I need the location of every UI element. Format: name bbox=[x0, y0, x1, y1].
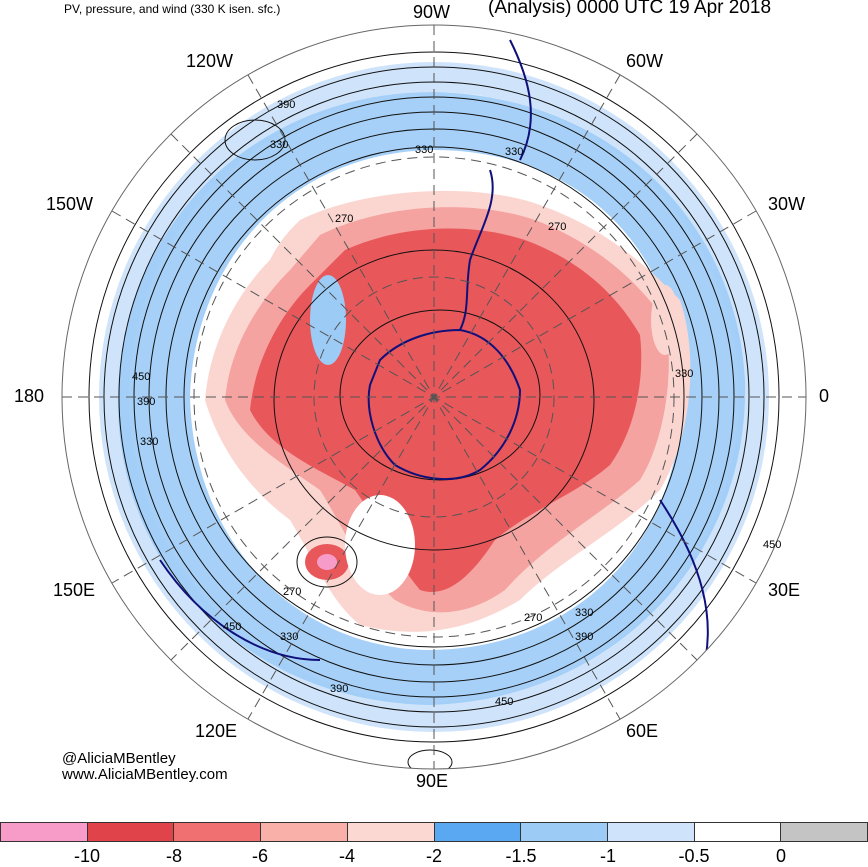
colorbar-swatch bbox=[780, 822, 868, 842]
contour-label: 450 bbox=[132, 371, 150, 383]
graticule bbox=[62, 25, 806, 769]
contour-label: 330 bbox=[270, 139, 288, 151]
colorbar-tick: -6 bbox=[251, 846, 269, 866]
lon-label-30w: 30W bbox=[768, 194, 806, 214]
contour-label: 330 bbox=[575, 607, 593, 619]
contour-label: 330 bbox=[505, 146, 523, 158]
credit-website: www.AliciaMBentley.com bbox=[62, 766, 228, 783]
contour-label: 270 bbox=[548, 221, 566, 233]
contour-label: 390 bbox=[575, 631, 593, 643]
lon-label-150e: 150E bbox=[53, 580, 96, 600]
lon-label-90e: 90E bbox=[416, 771, 449, 791]
colorbar-swatch bbox=[606, 822, 694, 842]
colorbar-tick: 0 bbox=[775, 846, 787, 866]
lon-label-0: 0 bbox=[819, 386, 830, 406]
contour-label: 270 bbox=[283, 586, 301, 598]
contour-label: 390 bbox=[330, 683, 348, 695]
colorbar-swatch bbox=[86, 822, 174, 842]
colorbar-swatch bbox=[260, 822, 347, 842]
antarctica-coastline bbox=[159, 39, 709, 681]
colorbar-tick: -1.5 bbox=[505, 846, 537, 866]
colorbar-swatch bbox=[693, 822, 781, 842]
pv-max-pink bbox=[317, 554, 337, 570]
colorbar-tick: -1 bbox=[599, 846, 617, 866]
contour-label: 450 bbox=[495, 696, 513, 708]
blue-patch-west bbox=[310, 275, 346, 365]
colorbar-tick: -8 bbox=[165, 846, 183, 866]
colorbar-swatch bbox=[520, 822, 607, 842]
contour-label: 450 bbox=[763, 539, 781, 551]
credit-handle: @AliciaMBentley bbox=[62, 750, 176, 767]
contour-label: 330 bbox=[675, 368, 693, 380]
colorbar bbox=[0, 822, 868, 844]
lon-label-60w: 60W bbox=[626, 51, 664, 71]
lon-label-120w: 120W bbox=[186, 51, 234, 71]
chart-title: PV, pressure, and wind (330 K isen. sfc.… bbox=[64, 2, 281, 16]
contour-label: 270 bbox=[524, 612, 542, 624]
map-border bbox=[61, 24, 807, 770]
negative-pv-region-core bbox=[250, 228, 642, 592]
lon-label-150w: 150W bbox=[46, 194, 94, 214]
valid-time-title: (Analysis) 0000 UTC 19 Apr 2018 bbox=[488, 0, 772, 18]
lon-label-120e: 120E bbox=[195, 721, 238, 741]
colorbar-tick: -0.5 bbox=[678, 846, 710, 866]
colorbar-tick: -4 bbox=[338, 846, 356, 866]
colorbar-swatch bbox=[0, 822, 87, 842]
lon-label-60e: 60E bbox=[626, 721, 659, 741]
colorbar-tick: -2 bbox=[425, 846, 443, 866]
lon-label-30e: 30E bbox=[768, 580, 801, 600]
colorbar-tick: -10 bbox=[73, 846, 101, 866]
lon-label-180: 180 bbox=[14, 386, 45, 406]
colorbar-swatch bbox=[173, 822, 261, 842]
lon-label-90w: 90W bbox=[413, 2, 451, 22]
white-hole-sector bbox=[345, 495, 415, 595]
contour-label: 330 bbox=[415, 144, 433, 156]
contour-label: 450 bbox=[223, 621, 241, 633]
contour-label: 270 bbox=[335, 213, 353, 225]
colorbar-swatch bbox=[433, 822, 521, 842]
contour-label: 390 bbox=[137, 396, 155, 408]
contour-labels: 390 330 330 330 270 270 450 390 330 330 … bbox=[132, 99, 781, 708]
contour-label: 330 bbox=[140, 436, 158, 448]
colorbar-swatch bbox=[346, 822, 434, 842]
contour-label: 330 bbox=[280, 631, 298, 643]
blue-patch-east bbox=[651, 285, 679, 355]
contour-label: 390 bbox=[277, 99, 295, 111]
